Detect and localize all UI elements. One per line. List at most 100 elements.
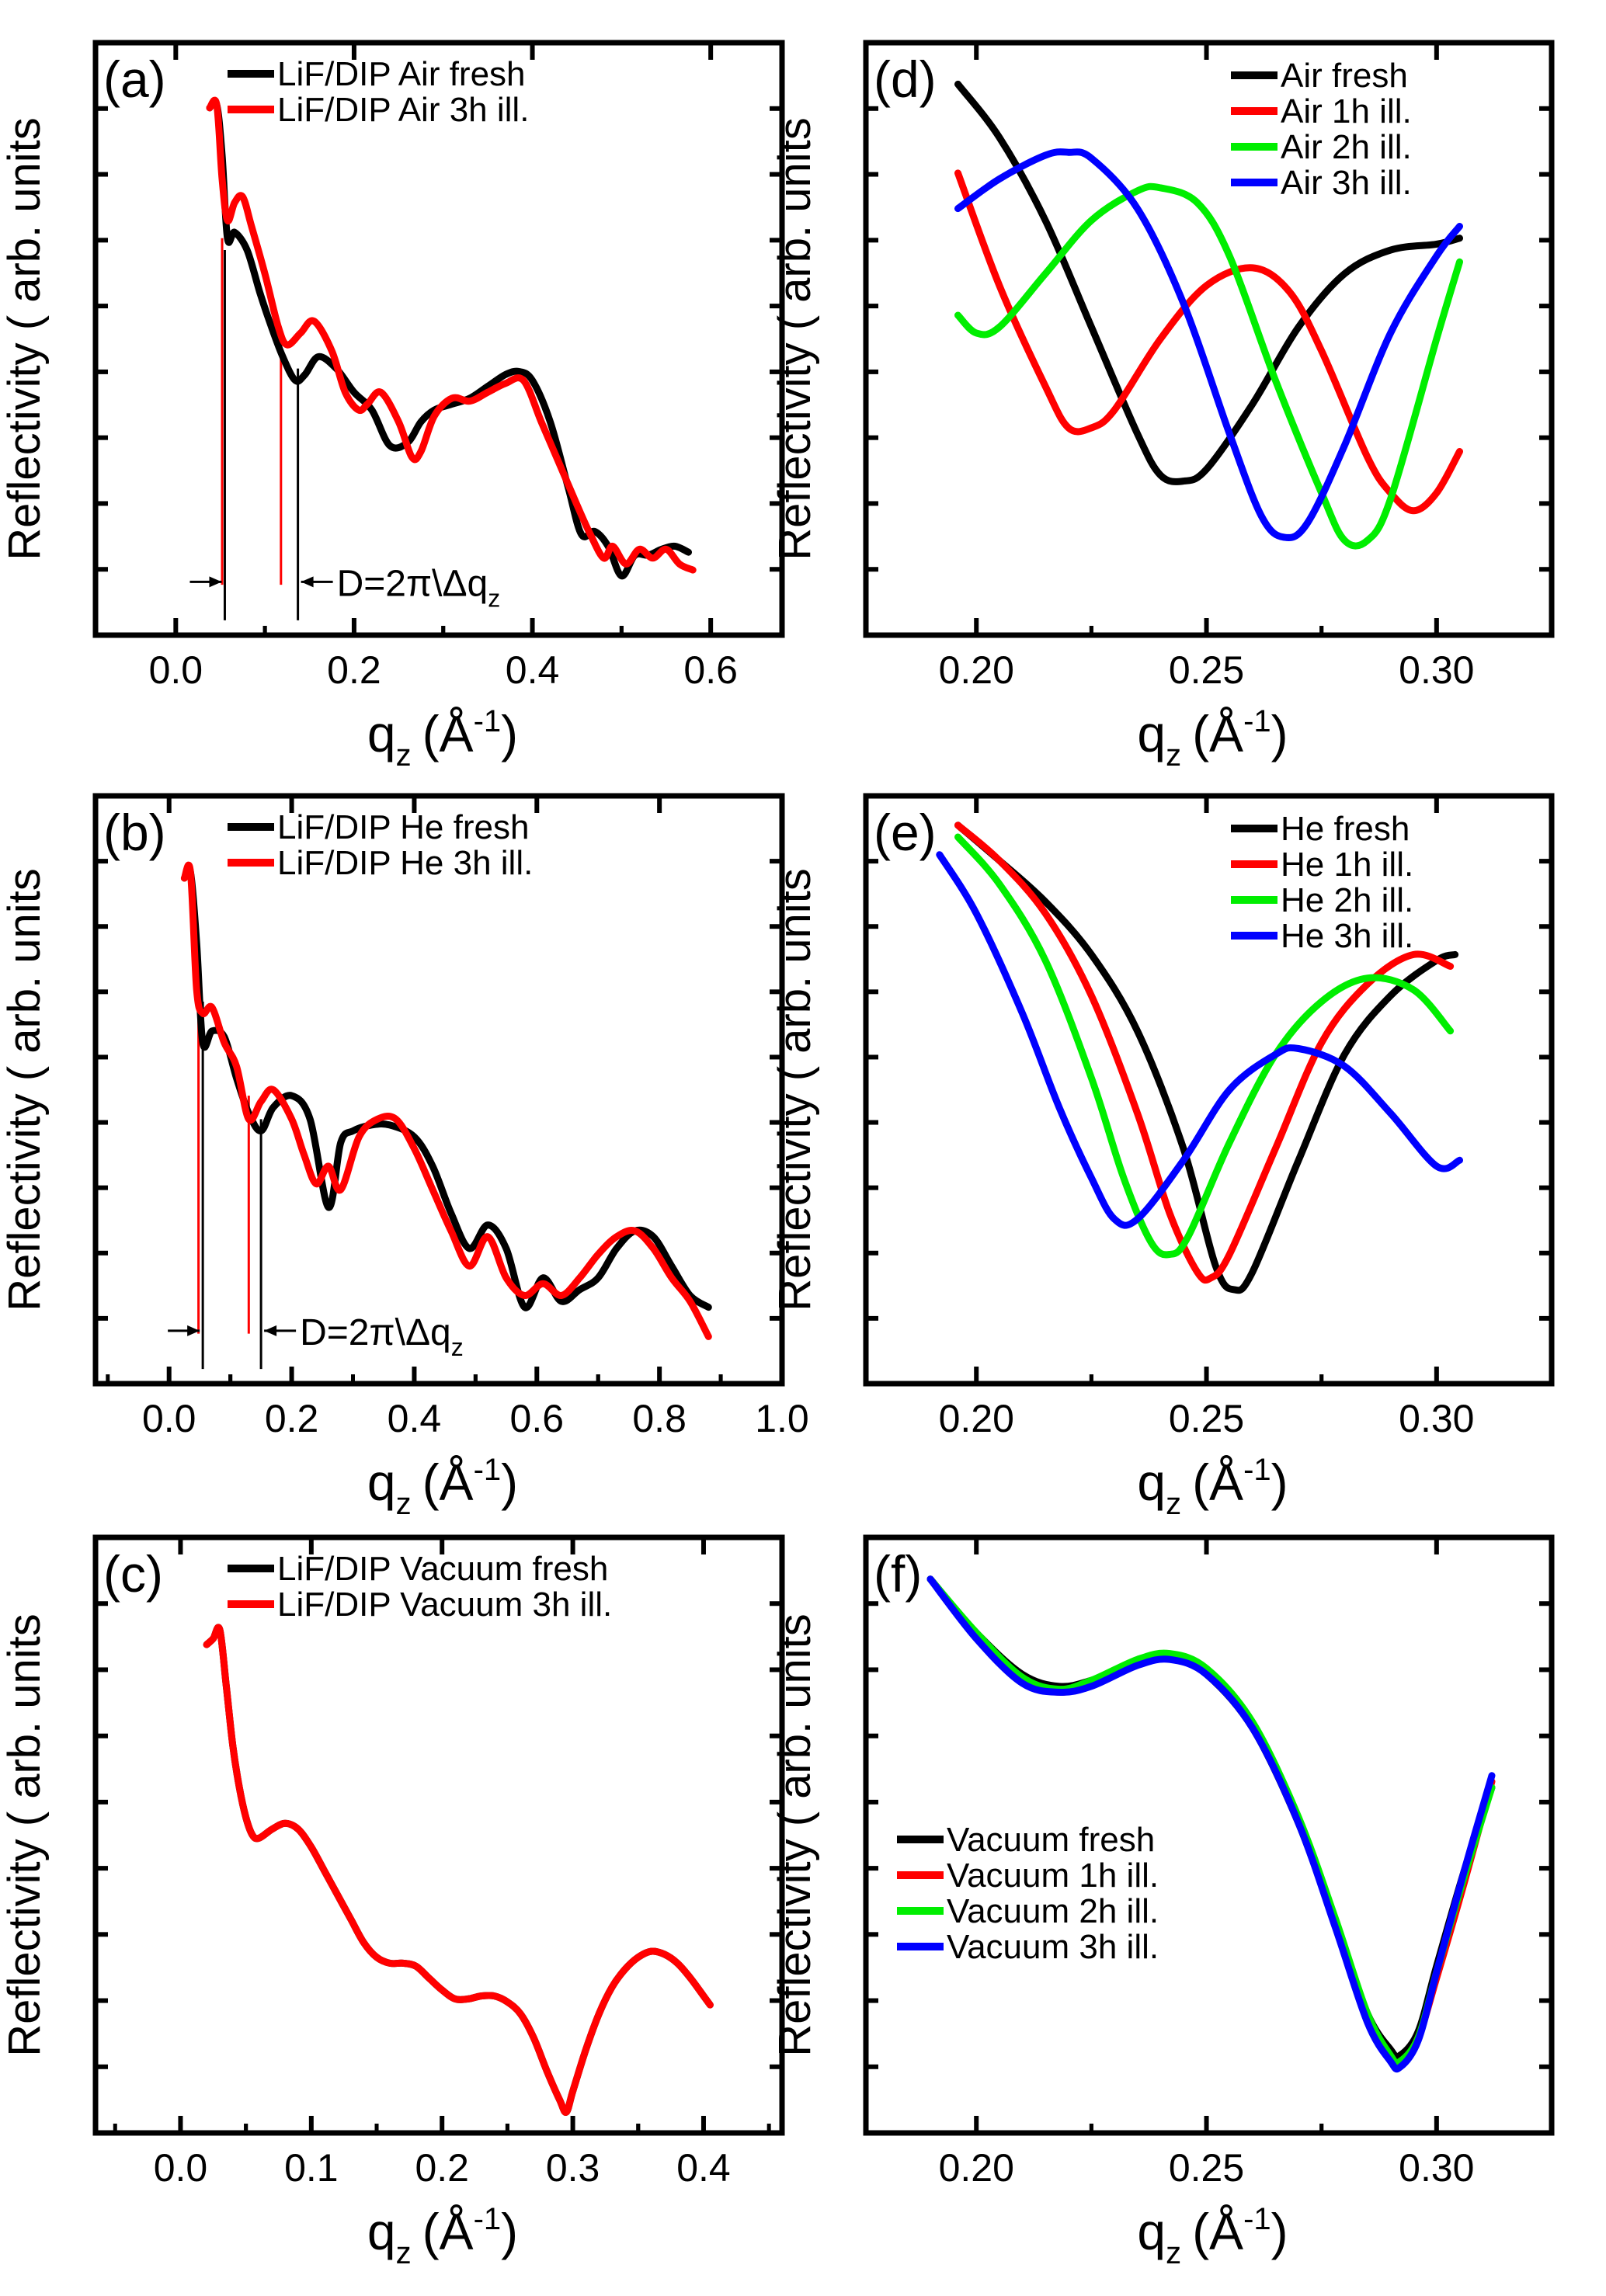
x-ticks: 0.0 0.1 0.2 0.3 0.4 [113,1537,771,2190]
x-tick-label: 0.20 [939,648,1014,692]
y-ticks [866,859,1552,1321]
plot-frame [92,1534,785,2136]
plot-frame [92,793,785,1387]
legend-label: LiF/DIP Air fresh [277,55,526,93]
legend-label: He fresh [1281,810,1410,848]
x-tick-label: 1.0 [755,1397,809,1440]
legend-label: Air fresh [1281,57,1408,95]
legend-label: Vacuum 3h ill. [947,1928,1159,1966]
x-tick-label: 0.2 [327,648,381,692]
panel-c: 0.0 0.1 0.2 0.3 0.4 Reflectivity ( arb. units… [0,1534,785,2270]
series-line-c-1 [203,1624,714,2116]
legend-label: LiF/DIP Vacuum 3h ill. [277,1586,612,1624]
x-ticks: 0.20 0.25 0.30 [939,1537,1554,2190]
panel-label: (a) [103,50,166,108]
y-ticks [96,859,782,1321]
legend-label: Vacuum fresh [947,1821,1155,1859]
y-axis-label: Reflectivity ( arb. units [770,1613,820,2057]
x-axis-label: qz (Å-1) [367,704,518,773]
x-axis-label: qz (Å-1) [1137,2202,1288,2270]
period-formula: D=2π\Δqz [337,563,501,612]
x-tick-label: 0.30 [1399,1397,1474,1440]
series-group [954,80,1463,550]
x-axis-label: qz (Å-1) [1137,1453,1288,1521]
series-line-e-0 [954,821,1459,1294]
x-axis-label: qz (Å-1) [1137,704,1288,773]
legend-label: LiF/DIP He 3h ill. [277,844,533,882]
x-tick-label: 0.2 [415,2146,469,2190]
x-ticks: 0.0 0.2 0.4 0.6 0.8 1.0 [106,796,809,1440]
x-tick-label: 0.4 [506,648,560,692]
x-tick-label: 0.20 [939,2146,1014,2190]
panel-label: (c) [103,1545,163,1603]
x-tick-label: 0.1 [284,2146,339,2190]
panel-label: (b) [103,804,166,861]
x-tick-label: 0.30 [1399,2146,1474,2190]
x-tick-label: 0.25 [1169,2146,1244,2190]
x-tick-label: 0.4 [676,2146,731,2190]
plot-frame [92,40,785,638]
y-axis-label: Reflectivity ( arb. units [770,117,820,561]
series-line-f-3 [926,1575,1496,2073]
series-line-e-2 [954,833,1455,1259]
x-tick-label: 0.30 [1399,648,1474,692]
panel-a: 0.0 0.2 0.4 0.6 Reflectivity ( arb. units qz(… [0,40,785,773]
panel-b: 0.0 0.2 0.4 0.6 0.8 1.0 Reflectivity ( arb. un… [0,793,809,1521]
series-line-a-1 [206,96,697,574]
y-axis-label: Reflectivity ( arb. units [0,1613,50,2057]
x-axis-label: qz (Å-1) [367,1453,518,1521]
panel-e: 0.20 0.25 0.30 Reflectivity ( arb. units qz(… [770,793,1555,1521]
x-tick-label: 0.0 [142,1397,196,1440]
x-tick-label: 0.3 [546,2146,600,2190]
y-ticks [96,1601,782,2069]
legend-label: Air 2h ill. [1281,128,1412,166]
x-ticks: 0.20 0.25 0.30 [939,43,1554,692]
x-ticks: 0.20 0.25 0.30 [939,796,1554,1440]
y-axis-label: Reflectivity ( arb. units [0,117,50,561]
x-tick-label: 0.0 [149,648,203,692]
legend-label: Vacuum 2h ill. [947,1892,1159,1930]
series-line-d-0 [954,80,1463,485]
y-ticks [866,1601,1552,2069]
x-tick-label: 0.25 [1169,648,1244,692]
y-axis-label: Reflectivity ( arb. units [0,868,50,1311]
period-formula: D=2π\Δqz [300,1312,464,1361]
legend-label: He 3h ill. [1281,917,1413,955]
period-annotation [168,989,297,1370]
series-group [936,821,1463,1294]
series-group [180,861,712,1340]
y-axis-label: Reflectivity ( arb. units [770,868,820,1311]
x-tick-label: 0.0 [154,2146,208,2190]
legend-label: He 1h ill. [1281,846,1413,884]
panel-d: 0.20 0.25 0.30 Reflectivity ( arb. units qz(… [770,40,1555,773]
series-line-b-1 [180,861,712,1340]
legend-label: Vacuum 1h ill. [947,1857,1159,1895]
series-group [203,1624,714,2116]
panel-label: (e) [874,804,937,861]
x-tick-label: 0.8 [632,1397,687,1440]
series-line-e-1 [954,821,1455,1284]
panel-label: (f) [874,1545,922,1603]
panel-f: 0.20 0.25 0.30 Reflectivity ( arb. units qz(… [770,1534,1555,2270]
x-tick-label: 0.6 [510,1397,565,1440]
x-tick-label: 0.6 [683,648,738,692]
legend-label: LiF/DIP He fresh [277,808,529,846]
x-tick-label: 0.20 [939,1397,1014,1440]
legend-label: Air 1h ill. [1281,92,1412,130]
panel-label: (d) [874,50,937,108]
x-tick-label: 0.4 [388,1397,442,1440]
legend-label: He 2h ill. [1281,881,1413,919]
series-line-d-3 [954,148,1463,541]
period-annotation [189,238,333,620]
series-group [206,96,697,580]
series-line-e-3 [936,851,1463,1229]
legend-label: LiF/DIP Vacuum fresh [277,1550,608,1588]
y-ticks [96,106,782,572]
